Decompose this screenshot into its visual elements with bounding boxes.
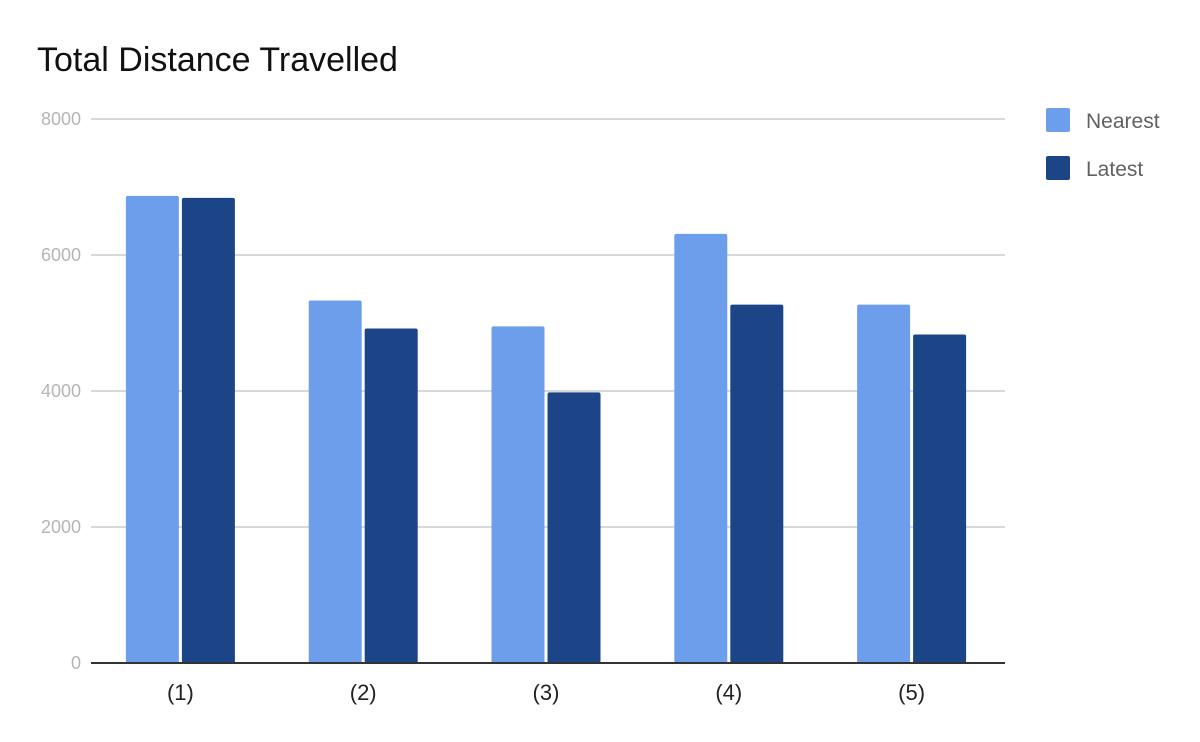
x-tick-label: (3) xyxy=(533,680,560,705)
y-tick-label: 6000 xyxy=(41,245,81,265)
bar-nearest-3 xyxy=(491,326,545,663)
y-tick-label: 0 xyxy=(71,653,81,673)
x-axis-ticks: (1) (2) (3) (4) (5) xyxy=(167,680,925,705)
legend: Nearest Latest xyxy=(1046,108,1160,181)
x-tick-label: (1) xyxy=(167,680,194,705)
y-axis-ticks: 0 2000 4000 6000 8000 xyxy=(41,109,81,673)
legend-label-latest: Latest xyxy=(1086,158,1143,181)
y-tick-label: 8000 xyxy=(41,109,81,129)
chart-title: Total Distance Travelled xyxy=(37,41,398,79)
bar-nearest-5 xyxy=(857,304,911,663)
bar-nearest-4 xyxy=(674,233,728,664)
bar-latest-3 xyxy=(547,392,601,663)
bar-latest-2 xyxy=(364,328,418,663)
bar-nearest-2 xyxy=(308,300,362,663)
legend-label-nearest: Nearest xyxy=(1086,110,1160,133)
bar-latest-4 xyxy=(730,304,784,663)
x-tick-label: (2) xyxy=(350,680,377,705)
legend-swatch-latest xyxy=(1046,156,1070,180)
bar-nearest-1 xyxy=(125,195,179,663)
x-tick-label: (4) xyxy=(715,680,742,705)
bars xyxy=(125,195,967,664)
bar-latest-1 xyxy=(181,197,235,663)
bar-latest-5 xyxy=(913,334,967,663)
y-tick-label: 4000 xyxy=(41,381,81,401)
legend-swatch-nearest xyxy=(1046,108,1070,132)
x-tick-label: (5) xyxy=(898,680,925,705)
y-tick-label: 2000 xyxy=(41,517,81,537)
